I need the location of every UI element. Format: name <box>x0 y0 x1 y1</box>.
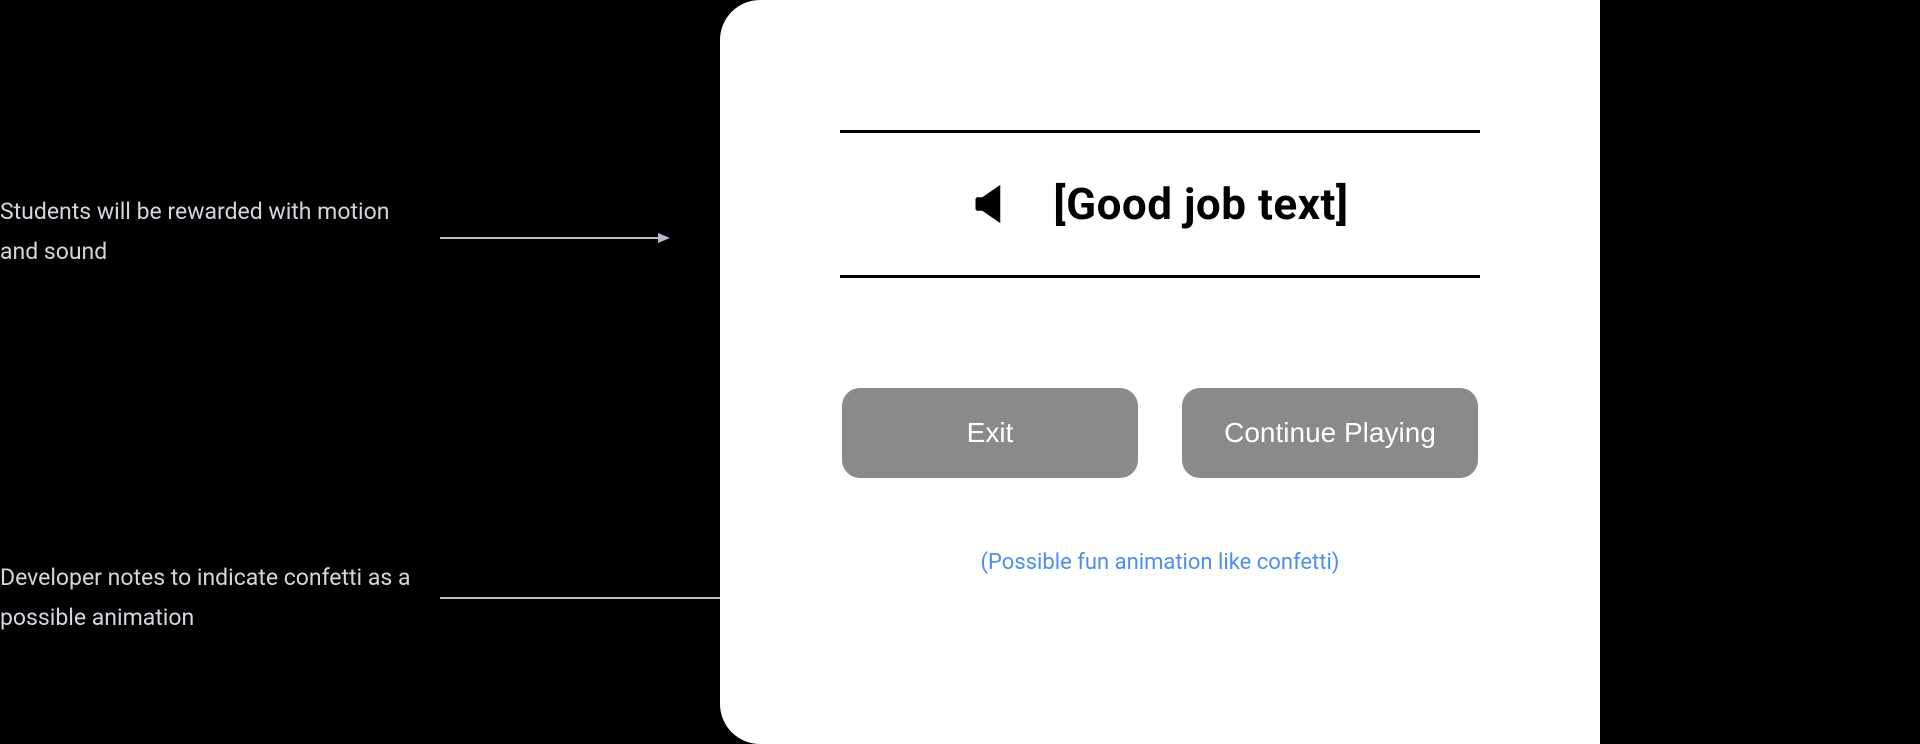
exit-button[interactable]: Exit <box>842 388 1138 478</box>
arrow-icon <box>440 228 670 248</box>
reward-card: [Good job text] Exit Continue Playing (P… <box>720 0 1600 744</box>
message-box: [Good job text] <box>840 130 1480 278</box>
annotation-panel: Students will be rewarded with motion an… <box>0 0 720 744</box>
continue-playing-button[interactable]: Continue Playing <box>1182 388 1478 478</box>
good-job-text: [Good job text] <box>1053 178 1348 230</box>
developer-note: (Possible fun animation like confetti) <box>981 550 1340 575</box>
speaker-icon <box>971 177 1025 231</box>
button-row: Exit Continue Playing <box>842 388 1478 478</box>
card-content: [Good job text] Exit Continue Playing (P… <box>720 0 1600 575</box>
annotation-reward: Students will be rewarded with motion an… <box>0 192 420 273</box>
annotation-devnote: Developer notes to indicate confetti as … <box>0 558 420 639</box>
